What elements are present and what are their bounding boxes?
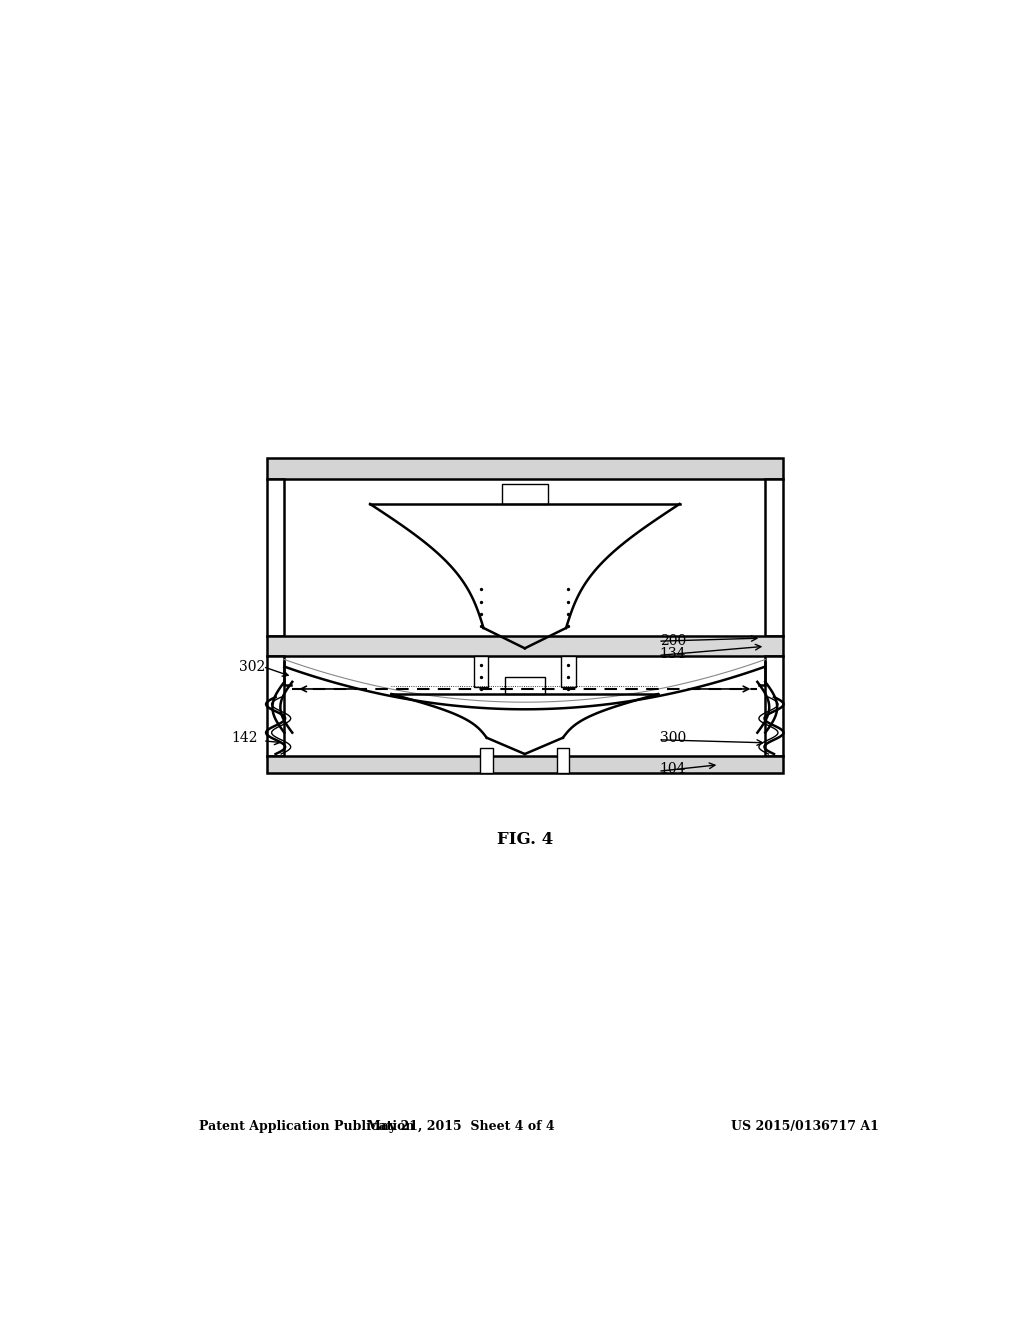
Bar	[267, 479, 285, 636]
Bar	[557, 748, 569, 774]
Bar	[267, 636, 782, 656]
Text: 302: 302	[240, 660, 265, 673]
Bar	[765, 656, 782, 756]
Bar	[561, 656, 575, 686]
Text: US 2015/0136717 A1: US 2015/0136717 A1	[731, 1119, 879, 1133]
Text: 134: 134	[659, 647, 686, 661]
Bar	[267, 756, 782, 774]
Text: May 21, 2015  Sheet 4 of 4: May 21, 2015 Sheet 4 of 4	[368, 1119, 555, 1133]
Bar	[267, 458, 782, 479]
Text: 200: 200	[659, 634, 686, 648]
Bar	[267, 656, 285, 756]
Text: Patent Application Publication: Patent Application Publication	[200, 1119, 415, 1133]
Bar	[502, 483, 548, 504]
Bar	[474, 656, 488, 686]
Bar	[505, 677, 545, 694]
Bar	[480, 748, 494, 774]
Text: 300: 300	[659, 731, 686, 744]
Text: 142: 142	[231, 731, 258, 744]
Bar	[765, 479, 782, 636]
Text: FIG. 4: FIG. 4	[497, 830, 553, 847]
Text: 104: 104	[659, 762, 686, 776]
